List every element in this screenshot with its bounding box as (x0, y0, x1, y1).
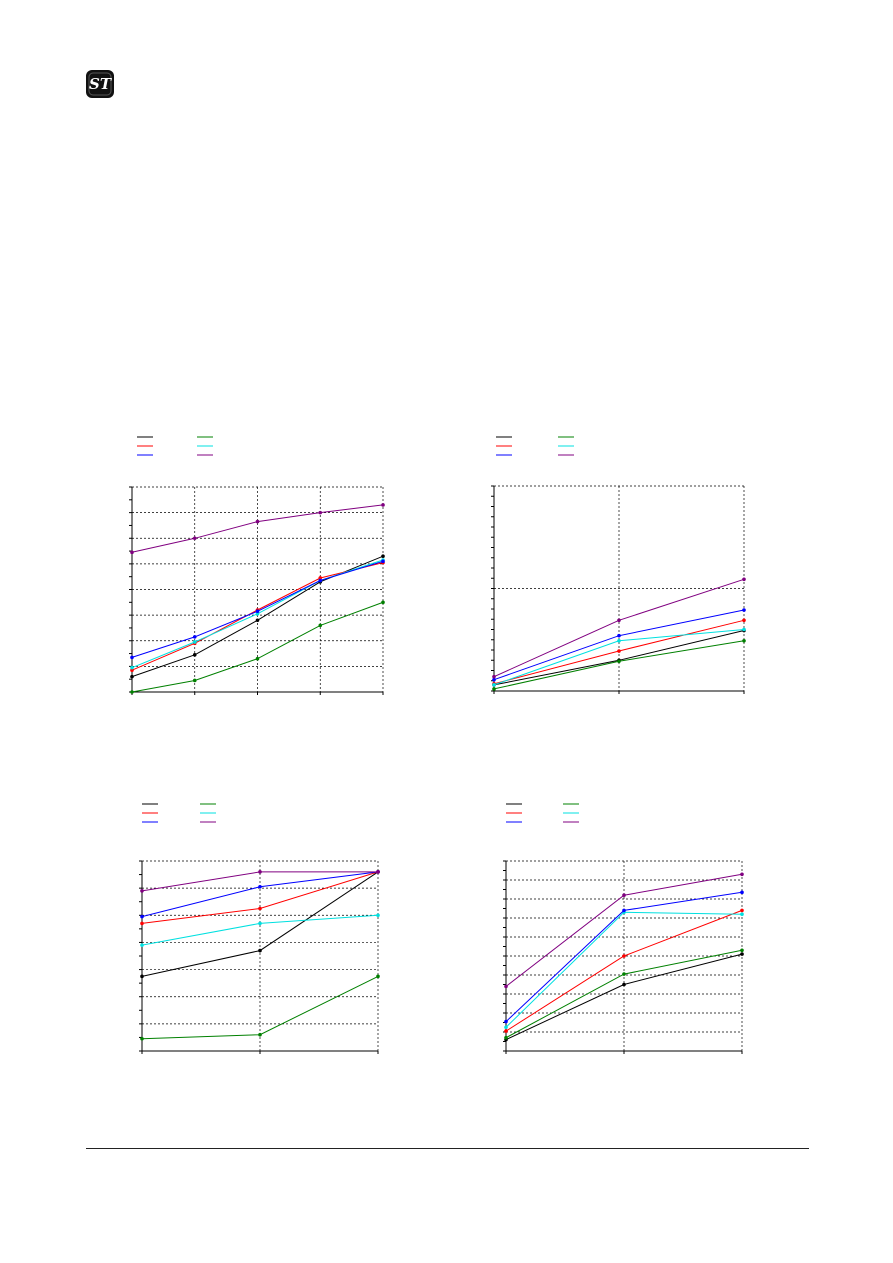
data-point-green (742, 638, 746, 643)
data-point-green (622, 972, 626, 976)
chart-grid (142, 861, 378, 1051)
data-point-cyan (504, 1025, 508, 1030)
data-point-green (255, 656, 260, 661)
data-point-blue (622, 908, 626, 913)
data-point-red (742, 618, 746, 623)
data-point-red (258, 906, 262, 911)
data-point-purple (622, 893, 626, 897)
data-point-purple (140, 889, 144, 893)
data-point-black (381, 554, 385, 558)
series-line-cyan (493, 629, 745, 686)
data-point-red (140, 921, 144, 926)
chart-grid (506, 861, 742, 1051)
data-point-purple (258, 870, 262, 874)
data-point-cyan (740, 912, 744, 916)
chart-panel-3 (120, 793, 400, 1058)
chart-grid (494, 486, 744, 691)
data-point-blue (192, 635, 197, 639)
data-point-cyan (192, 640, 197, 644)
data-point-cyan (130, 665, 134, 670)
data-point-blue (504, 1019, 508, 1024)
chart-panel-2 (480, 425, 760, 705)
data-point-purple (617, 618, 621, 623)
data-point-purple (318, 510, 323, 515)
data-point-green (492, 687, 496, 691)
data-point-purple (376, 870, 380, 874)
series-line-green (493, 640, 745, 690)
chart-legend (496, 436, 574, 456)
data-point-cyan (140, 943, 144, 947)
data-point-black (192, 653, 197, 657)
data-point-purple (381, 503, 385, 507)
data-point-black (740, 952, 744, 956)
line-chart-1 (129, 436, 385, 695)
data-point-blue (140, 914, 144, 919)
data-point-purple (130, 550, 134, 555)
data-point-green (381, 600, 385, 605)
chart-panel-1 (120, 425, 400, 705)
data-point-blue (617, 633, 621, 638)
data-point-cyan (376, 913, 380, 918)
data-point-green (376, 974, 380, 979)
data-point-purple (492, 674, 496, 679)
data-point-black (258, 948, 262, 953)
chart-panel-4 (490, 793, 760, 1058)
data-point-red (130, 668, 134, 673)
data-point-blue (258, 884, 262, 889)
data-point-cyan (258, 921, 262, 926)
data-point-green (130, 690, 134, 694)
data-point-cyan (492, 683, 496, 687)
data-point-red (318, 576, 323, 580)
data-point-purple (504, 984, 508, 989)
data-point-green (740, 948, 744, 953)
line-chart-2 (491, 436, 746, 694)
data-point-purple (740, 872, 744, 877)
data-point-blue (130, 655, 134, 660)
data-point-green (504, 1035, 508, 1040)
data-point-cyan (255, 612, 260, 616)
data-point-red (504, 1029, 508, 1033)
data-point-red (617, 649, 621, 653)
data-point-blue (255, 609, 260, 614)
data-point-purple (255, 519, 260, 524)
data-point-cyan (742, 627, 746, 632)
data-point-purple (742, 577, 746, 582)
data-point-red (622, 954, 626, 958)
line-chart-4 (503, 803, 744, 1054)
chart-legend (142, 803, 216, 823)
data-point-blue (381, 559, 385, 564)
data-point-black (622, 982, 626, 987)
data-point-green (258, 1032, 262, 1037)
footer-divider (86, 1148, 809, 1149)
st-logo-icon: ST (86, 70, 114, 98)
st-logo-text: ST (89, 75, 113, 93)
data-point-green (192, 678, 197, 683)
data-point-blue (742, 608, 746, 612)
data-point-black (130, 674, 134, 679)
line-chart-3 (139, 803, 380, 1054)
data-point-blue (740, 890, 744, 895)
data-point-green (617, 659, 621, 664)
data-point-black (140, 974, 144, 979)
chart-legend (137, 436, 213, 456)
data-point-blue (318, 578, 323, 583)
chart-grid (132, 487, 383, 692)
data-point-green (318, 623, 323, 628)
data-point-green (140, 1036, 144, 1041)
data-point-blue (492, 677, 496, 682)
data-point-purple (192, 536, 197, 541)
data-point-cyan (617, 638, 621, 643)
chart-legend (506, 803, 579, 823)
data-point-red (740, 908, 744, 913)
data-point-black (255, 618, 260, 623)
